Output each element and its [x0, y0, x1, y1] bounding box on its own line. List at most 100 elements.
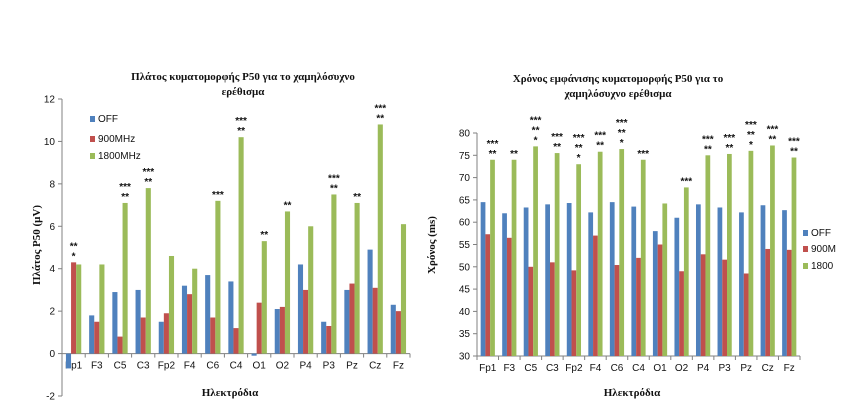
chart1-bar-1800mhz-f4 [192, 268, 198, 354]
chart2-y-tick-label: 40 [459, 307, 471, 318]
chart2-significance-mark: *** [487, 139, 499, 150]
chart1-bar-1800mhz-c4 [238, 137, 244, 354]
chart1-x-axis-label: Ηλεκτρόδια [202, 387, 259, 399]
chart2-significance-mark: *** [637, 149, 649, 160]
chart2-significance-mark: *** [680, 176, 692, 187]
chart2-bar-off-cz [760, 205, 766, 356]
chart1-y-tick-label: 2 [49, 307, 55, 318]
chart2-bar-1800-f3 [511, 159, 517, 356]
chart1-legend-label: OFF [98, 114, 118, 125]
chart2-bar-900m-p3 [722, 259, 727, 356]
chart2-x-tick-label: Fp1 [479, 363, 497, 374]
chart1-bar-off-o1 [251, 353, 257, 356]
chart2-y-axis-label: Χρόνος (ms) [426, 216, 438, 274]
chart2-legend-swatch [803, 263, 808, 269]
chart2-y-tick-label: 70 [459, 173, 471, 184]
chart2-bar-1800-cz [770, 145, 775, 356]
chart1-bar-off-c5 [112, 292, 118, 354]
chart2-bar-1800-c6 [619, 149, 625, 356]
chart2-significance-mark: * [577, 153, 581, 164]
chart2-x-tick-label: O1 [653, 363, 667, 374]
chart2-significance-mark: *** [616, 118, 628, 129]
chart1-y-tick-label: 4 [49, 264, 55, 275]
chart2-significance-mark: ** [704, 144, 712, 155]
chart1-x-tick-label: P3 [323, 361, 336, 372]
chart1-y-tick-label: 6 [49, 222, 55, 233]
chart2-bar-1800-p4 [705, 155, 711, 356]
chart2-bar-900m-f4 [593, 235, 598, 356]
chart1-bar-900mhz-f4 [187, 294, 193, 354]
chart2-bar-1800-o2 [683, 187, 689, 356]
chart2-bar-off-c6 [609, 202, 615, 356]
chart1-significance-mark: *** [142, 167, 154, 178]
chart2-bar-1800-c3 [554, 153, 560, 356]
chart1-x-tick-label: C5 [114, 361, 127, 372]
chart2-significance-mark: * [749, 140, 753, 151]
chart1-x-tick-label: O2 [276, 361, 290, 372]
chart2-y-tick-label: 50 [459, 262, 471, 273]
chart1-bar-1800mhz-c6 [215, 200, 221, 354]
chart2-bar-900m-cz [765, 248, 771, 356]
chart1-y-tick-label: -2 [46, 392, 55, 403]
chart2-x-tick-label: C3 [546, 363, 559, 374]
chart2-bar-off-fp2 [566, 203, 572, 356]
chart2-x-tick-label: Pz [740, 363, 752, 374]
chart2-x-tick-label: C6 [611, 363, 624, 374]
chart2-bar-900m-fp2 [571, 270, 577, 356]
chart2-bar-900m-p4 [700, 254, 706, 356]
chart2-significance-mark: ** [790, 147, 798, 158]
chart2-significance-mark: ** [489, 149, 497, 160]
chart1-legend-swatch [90, 136, 95, 142]
chart1-bar-1800mhz-fz [400, 224, 407, 354]
chart1-bar-off-p4 [297, 264, 304, 354]
chart2-bar-1800-c4 [640, 159, 646, 356]
chart1-bar-off-c4 [228, 281, 234, 354]
chart1-bar-1800mhz-fp1 [76, 264, 82, 354]
chart2-y-tick-label: 75 [459, 151, 471, 162]
chart2-significance-mark: *** [530, 115, 542, 126]
chart2-x-tick-label: F3 [503, 363, 515, 374]
chart1-bar-1800mhz-o2 [284, 211, 291, 354]
chart2-bar-off-o1 [652, 231, 658, 356]
chart2-legend-label: 900M [811, 244, 836, 255]
chart1-bar-off-f4 [181, 285, 188, 354]
chart2-significance-mark: * [620, 138, 624, 149]
chart2-bar-900m-c5 [528, 266, 534, 356]
chart1-bar-off-fp1 [65, 353, 72, 369]
chart1-x-tick-label: Fz [393, 361, 404, 372]
chart2-x-tick-label: F4 [590, 363, 602, 374]
chart1-x-tick-label: Fp1 [65, 361, 83, 372]
chart2-bar-1800-c5 [533, 146, 538, 356]
chart1-bar-off-f3 [89, 315, 95, 354]
chart2-bar-900m-pz [743, 273, 749, 356]
chart1-significance-mark: ** [70, 241, 78, 252]
chart2-x-tick-label: P4 [697, 363, 710, 374]
chart2-significance-mark: *** [551, 132, 563, 143]
chart1-title-line: ερέθισμα [222, 86, 266, 98]
chart1-x-tick-label: C3 [137, 361, 150, 372]
chart1-bar-900mhz-cz [372, 287, 378, 354]
chart1-x-tick-label: F3 [91, 361, 103, 372]
chart2-bar-1800-pz [748, 150, 754, 356]
chart1-legend-swatch [90, 116, 95, 122]
chart2-y-tick-label: 45 [459, 285, 471, 296]
chart1-significance-mark: ** [260, 230, 268, 241]
chart2-title-line: χαμηλόσυχνο ερέθισμα [563, 88, 672, 100]
chart1-bar-1800mhz-p3 [331, 194, 337, 354]
chart2-y-tick-label: 30 [459, 352, 471, 363]
chart1-legend-swatch [90, 153, 95, 159]
chart1-bar-1800mhz-f3 [99, 264, 105, 354]
chart2-significance-mark: *** [788, 137, 800, 148]
chart1-bar-900mhz-c3 [140, 317, 146, 354]
chart1-bar-off-c6 [205, 275, 211, 354]
chart1-title-line: Πλάτος κυματομορφής P50 για το χαμηλόσυχ… [131, 71, 355, 83]
chart2-bar-900m-fp1 [485, 234, 491, 356]
chart2-significance-mark: *** [745, 120, 757, 131]
chart1-significance-mark: ** [284, 200, 292, 211]
chart2-x-tick-label: Cz [762, 363, 774, 374]
chart2-significance-mark: *** [767, 124, 779, 135]
chart1-significance-mark: *** [328, 173, 340, 184]
chart1-bar-900mhz-c5 [117, 336, 123, 354]
chart2-bar-off-c5 [523, 207, 529, 356]
chart1-bar-900mhz-pz [349, 283, 355, 354]
